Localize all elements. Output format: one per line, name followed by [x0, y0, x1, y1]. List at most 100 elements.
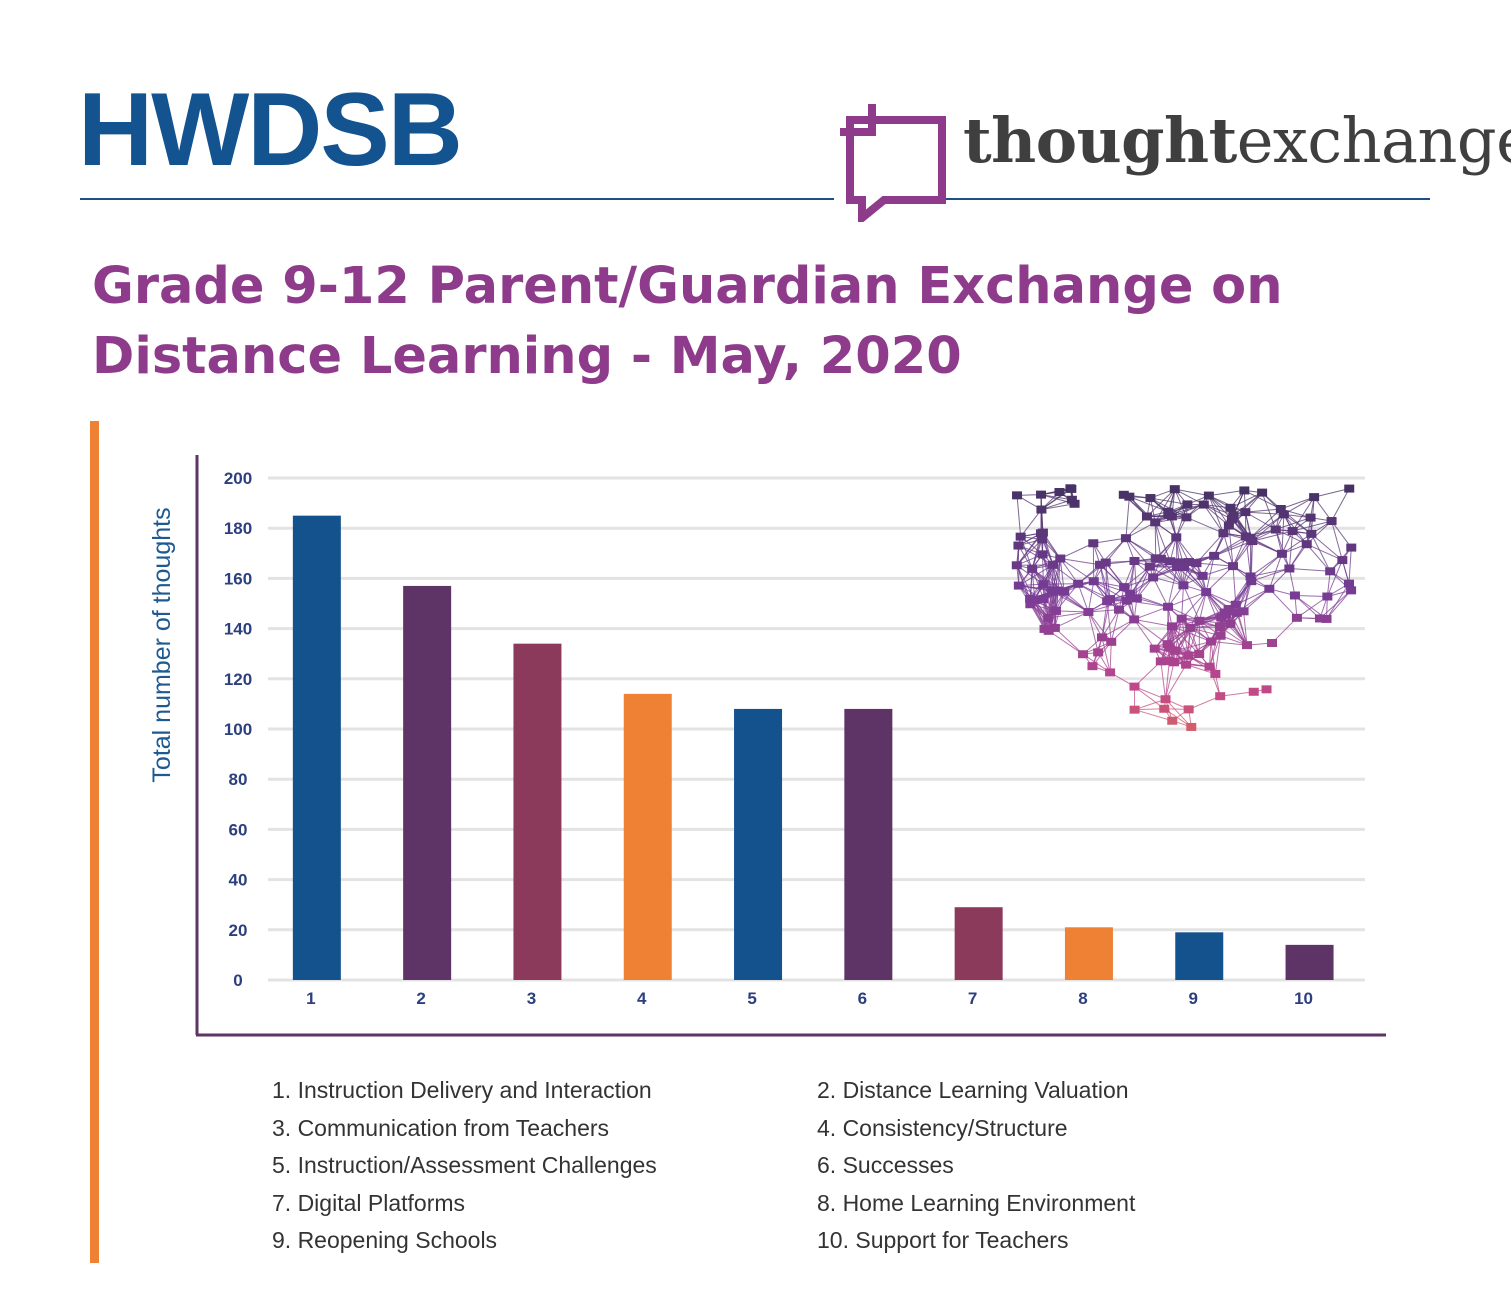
- network-link: [1292, 496, 1315, 532]
- y-tick-label: 20: [229, 921, 248, 940]
- network-node: [1240, 508, 1251, 517]
- network-node: [1214, 622, 1225, 631]
- network-node: [1183, 558, 1194, 567]
- network-link: [1187, 627, 1191, 656]
- bar: [623, 693, 672, 980]
- bar: [403, 585, 452, 980]
- network-node: [1204, 662, 1215, 671]
- y-tick-label: 180: [224, 519, 252, 538]
- network-link: [1294, 594, 1328, 598]
- network-link: [1174, 488, 1187, 518]
- network-link: [1306, 543, 1343, 561]
- bar: [954, 907, 1003, 980]
- network-node: [1013, 581, 1024, 590]
- network-node: [1148, 573, 1159, 582]
- network-node: [1025, 594, 1036, 603]
- network-link: [1175, 537, 1190, 563]
- network-node: [1270, 525, 1281, 534]
- y-tick-label: 80: [229, 770, 248, 789]
- network-node: [1055, 554, 1066, 563]
- network-node: [1150, 554, 1161, 563]
- network-link: [1146, 488, 1176, 517]
- network-link: [1326, 590, 1352, 620]
- network-node: [1100, 558, 1111, 567]
- network-node: [1210, 669, 1221, 678]
- network-node: [1037, 535, 1048, 544]
- network-link: [1331, 488, 1350, 522]
- network-node: [1343, 579, 1354, 588]
- network-link: [1101, 598, 1111, 638]
- network-link: [1154, 522, 1162, 559]
- network-link: [1182, 585, 1200, 621]
- legend-item: 1. Instruction Delivery and Interaction: [272, 1077, 652, 1103]
- network-node: [1170, 646, 1181, 655]
- network-node: [1201, 588, 1212, 597]
- network-link: [1101, 609, 1120, 638]
- network-node: [1215, 692, 1226, 701]
- network-link: [1101, 637, 1111, 673]
- y-tick-label: 60: [229, 820, 248, 839]
- network-node: [1325, 567, 1336, 576]
- network-link: [1181, 618, 1200, 655]
- heart-network-illustration: [1011, 484, 1357, 731]
- network-link: [1331, 520, 1352, 548]
- network-node: [1160, 695, 1171, 704]
- network-link: [1190, 627, 1221, 637]
- legend-item: 10. Support for Teachers: [817, 1227, 1069, 1253]
- network-node: [1225, 503, 1236, 512]
- network-node: [1246, 577, 1257, 586]
- network-link: [1134, 686, 1166, 700]
- network-link: [1203, 504, 1224, 534]
- network-link: [1173, 627, 1191, 663]
- network-link: [1348, 547, 1352, 584]
- network-link: [1245, 511, 1284, 515]
- network-link: [1110, 609, 1120, 642]
- network-node: [1264, 584, 1275, 593]
- network-node: [1215, 631, 1226, 640]
- network-node: [1155, 554, 1166, 563]
- network-link: [1055, 583, 1079, 612]
- bar: [1064, 927, 1113, 980]
- network-link: [1087, 611, 1103, 638]
- network-link: [1171, 625, 1212, 642]
- network-node: [1203, 491, 1214, 500]
- bars: [292, 515, 1334, 980]
- network-node: [1120, 534, 1131, 543]
- network-link: [1199, 591, 1207, 621]
- x-tick-labels: 1 2 3 4 5 6 7 8 9 10: [306, 989, 1313, 1008]
- network-node: [1261, 685, 1272, 694]
- y-tick-label: 0: [233, 971, 242, 990]
- network-link: [1250, 553, 1283, 582]
- network-node: [1306, 529, 1317, 538]
- network-link: [1250, 553, 1283, 577]
- network-link: [1222, 533, 1234, 567]
- network-link: [1232, 540, 1253, 567]
- y-tick-label: 120: [224, 670, 252, 689]
- network-node: [1078, 650, 1089, 659]
- network-link: [1213, 536, 1247, 557]
- network-link: [1150, 497, 1188, 505]
- network-node: [1167, 622, 1178, 631]
- legend-item: 2. Distance Learning Valuation: [817, 1077, 1129, 1103]
- network-link: [1245, 511, 1277, 530]
- network-link: [1016, 533, 1042, 566]
- x-tick-label: 6: [858, 989, 867, 1008]
- network-link: [1020, 509, 1042, 537]
- network-node: [1185, 623, 1196, 632]
- network-link: [1326, 571, 1331, 597]
- network-node: [1129, 682, 1140, 691]
- network-link: [1243, 611, 1248, 646]
- network-link: [1101, 618, 1135, 638]
- network-link: [1202, 565, 1234, 577]
- category-legend: 1. Instruction Delivery and Interaction 2…: [272, 1072, 1272, 1260]
- network-link: [1134, 660, 1162, 687]
- network-node: [1054, 488, 1065, 497]
- network-node: [1155, 657, 1166, 666]
- network-node: [1183, 651, 1194, 660]
- network-node: [1326, 517, 1337, 526]
- network-link: [1165, 698, 1192, 728]
- network-node: [1240, 532, 1251, 541]
- network-node: [1167, 716, 1178, 725]
- network-node: [1047, 587, 1058, 596]
- network-node: [1182, 500, 1193, 509]
